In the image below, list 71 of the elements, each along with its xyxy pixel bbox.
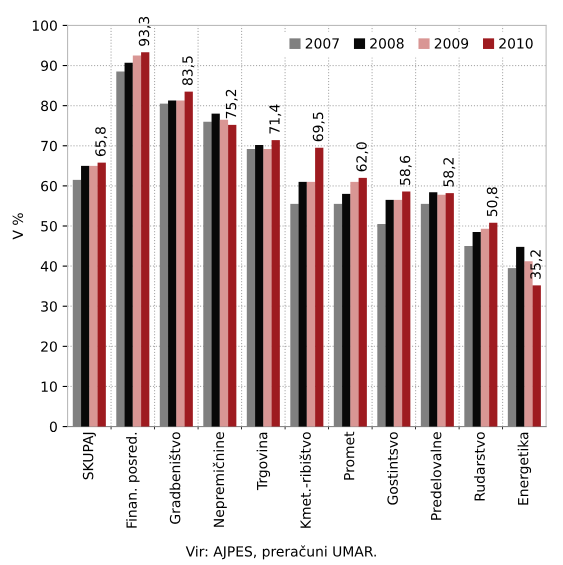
bar: [124, 62, 133, 427]
data-label: 71,4: [269, 104, 282, 134]
x-tick-label: Nepremičnine: [212, 432, 227, 527]
legend-label: 2008: [370, 38, 404, 49]
data-label: 93,3: [138, 16, 151, 46]
bar: [446, 193, 454, 427]
y-tick-label: 80: [41, 100, 57, 112]
bar: [298, 182, 307, 427]
bar: [184, 92, 193, 427]
bar: [532, 285, 541, 427]
data-label: 58,2: [443, 158, 456, 186]
legend-label: 2009: [434, 38, 468, 49]
bar: [212, 114, 220, 427]
x-tick-label: Gradbeništvo: [169, 432, 180, 524]
x-tick-label: Predelovalne: [430, 432, 442, 520]
bar: [89, 166, 98, 427]
bar: [342, 194, 350, 427]
bar: [81, 166, 90, 427]
bar: [516, 246, 524, 427]
data-label: 50,8: [486, 187, 499, 216]
y-axis-title: V %: [12, 213, 24, 240]
y-tick-label: 30: [41, 301, 57, 312]
bar: [228, 124, 236, 427]
bar: [168, 100, 176, 427]
bar: [263, 148, 272, 427]
y-tick-label: 20: [41, 341, 57, 352]
bar: [315, 148, 324, 427]
y-tick-label: 10: [42, 381, 57, 392]
x-tick-label: Kmet.-ribištvo: [300, 432, 311, 528]
bar: [141, 52, 150, 427]
bar: [176, 100, 185, 427]
bar: [480, 228, 490, 427]
data-label: 75,2: [226, 90, 238, 118]
bar: [429, 192, 438, 427]
bar: [98, 162, 106, 427]
bar: [402, 192, 410, 427]
bar: [489, 222, 498, 427]
bar: [386, 200, 394, 427]
x-tick-label: Trgovina: [256, 432, 270, 490]
bar: [272, 140, 280, 427]
y-tick-label: 70: [41, 140, 57, 152]
bar: [350, 182, 359, 427]
y-tick-label: 40: [40, 261, 57, 272]
bar: [220, 120, 228, 427]
data-label: 69,5: [312, 112, 325, 142]
x-tick-label: SKUPAJ: [82, 432, 96, 480]
y-tick-label: 0: [50, 422, 57, 432]
bar: [437, 194, 446, 427]
x-tick-label: Finan. posred.: [126, 432, 140, 528]
legend-label: 2010: [499, 38, 533, 49]
x-tick-label: Rudarstvo: [474, 432, 485, 500]
bar: [255, 144, 264, 427]
y-tick-label: 50: [41, 220, 57, 232]
y-tick-label: 90: [41, 60, 57, 72]
x-tick-label: Gostintsvo: [387, 432, 398, 505]
data-label: 62,0: [356, 142, 368, 172]
bar: [358, 178, 367, 427]
x-tick-label: Promet: [344, 432, 354, 480]
text: Vir: AJPES, preračuni UMAR.: [186, 545, 376, 560]
data-label: 58,6: [400, 156, 412, 185]
bar: [394, 200, 402, 427]
y-tick-label: 100: [32, 20, 57, 31]
data-label: 65,8: [95, 127, 108, 156]
data-label: 35,2: [530, 250, 542, 279]
bar: [132, 56, 142, 427]
data-label: 83,5: [182, 56, 194, 86]
bar: [306, 182, 316, 427]
bar: [472, 232, 481, 427]
legend-label: 2007: [306, 38, 339, 49]
y-tick-label: 60: [41, 180, 57, 192]
x-tick-label: Energetika: [518, 432, 532, 505]
